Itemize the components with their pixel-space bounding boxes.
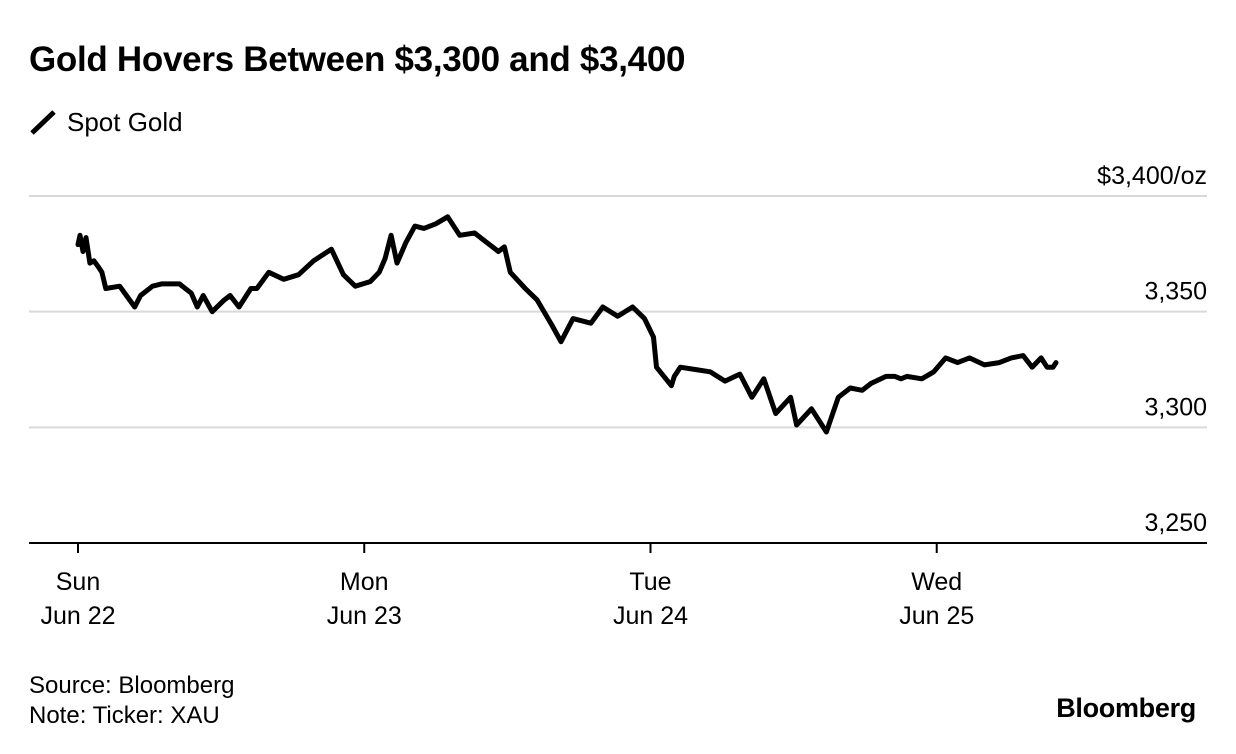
y-tick-label: 3,250 bbox=[1144, 509, 1207, 537]
source-note: Source: Bloomberg bbox=[29, 672, 235, 699]
x-tick-label-day: Mon bbox=[340, 568, 389, 596]
x-tick-label-date: Jun 23 bbox=[327, 602, 402, 630]
y-tick-label: $3,400/oz bbox=[1097, 162, 1207, 190]
chart-title: Gold Hovers Between $3,300 and $3,400 bbox=[29, 40, 686, 79]
y-axis-labels: 3,250 3,300 3,350 $3,400/oz bbox=[1097, 162, 1207, 537]
line-swatch-icon bbox=[29, 106, 61, 138]
x-tick-label-day: Sun bbox=[56, 568, 100, 596]
x-tick-label-date: Jun 22 bbox=[40, 602, 115, 630]
legend-label: Spot Gold bbox=[67, 106, 183, 137]
x-tick-label-date: Jun 25 bbox=[899, 602, 974, 630]
series-layer bbox=[75, 214, 1059, 435]
series-line-spot-gold bbox=[75, 214, 1059, 435]
grid-lines bbox=[29, 195, 1207, 429]
legend: Spot Gold bbox=[29, 106, 183, 138]
y-tick-label: 3,300 bbox=[1144, 393, 1207, 421]
ticker-note: Note: Ticker: XAU bbox=[29, 702, 220, 729]
x-tick-label-date: Jun 24 bbox=[613, 602, 688, 630]
y-tick-label: 3,350 bbox=[1144, 278, 1207, 306]
x-tick-label-day: Wed bbox=[911, 568, 962, 596]
bloomberg-logo: Bloomberg bbox=[1056, 693, 1196, 723]
x-tick-label-day: Tue bbox=[629, 568, 671, 596]
x-axis-labels: Sun Jun 22 Mon Jun 23 Tue Jun 24 Wed Jun 25 bbox=[40, 568, 974, 630]
x-axis bbox=[29, 542, 1207, 553]
